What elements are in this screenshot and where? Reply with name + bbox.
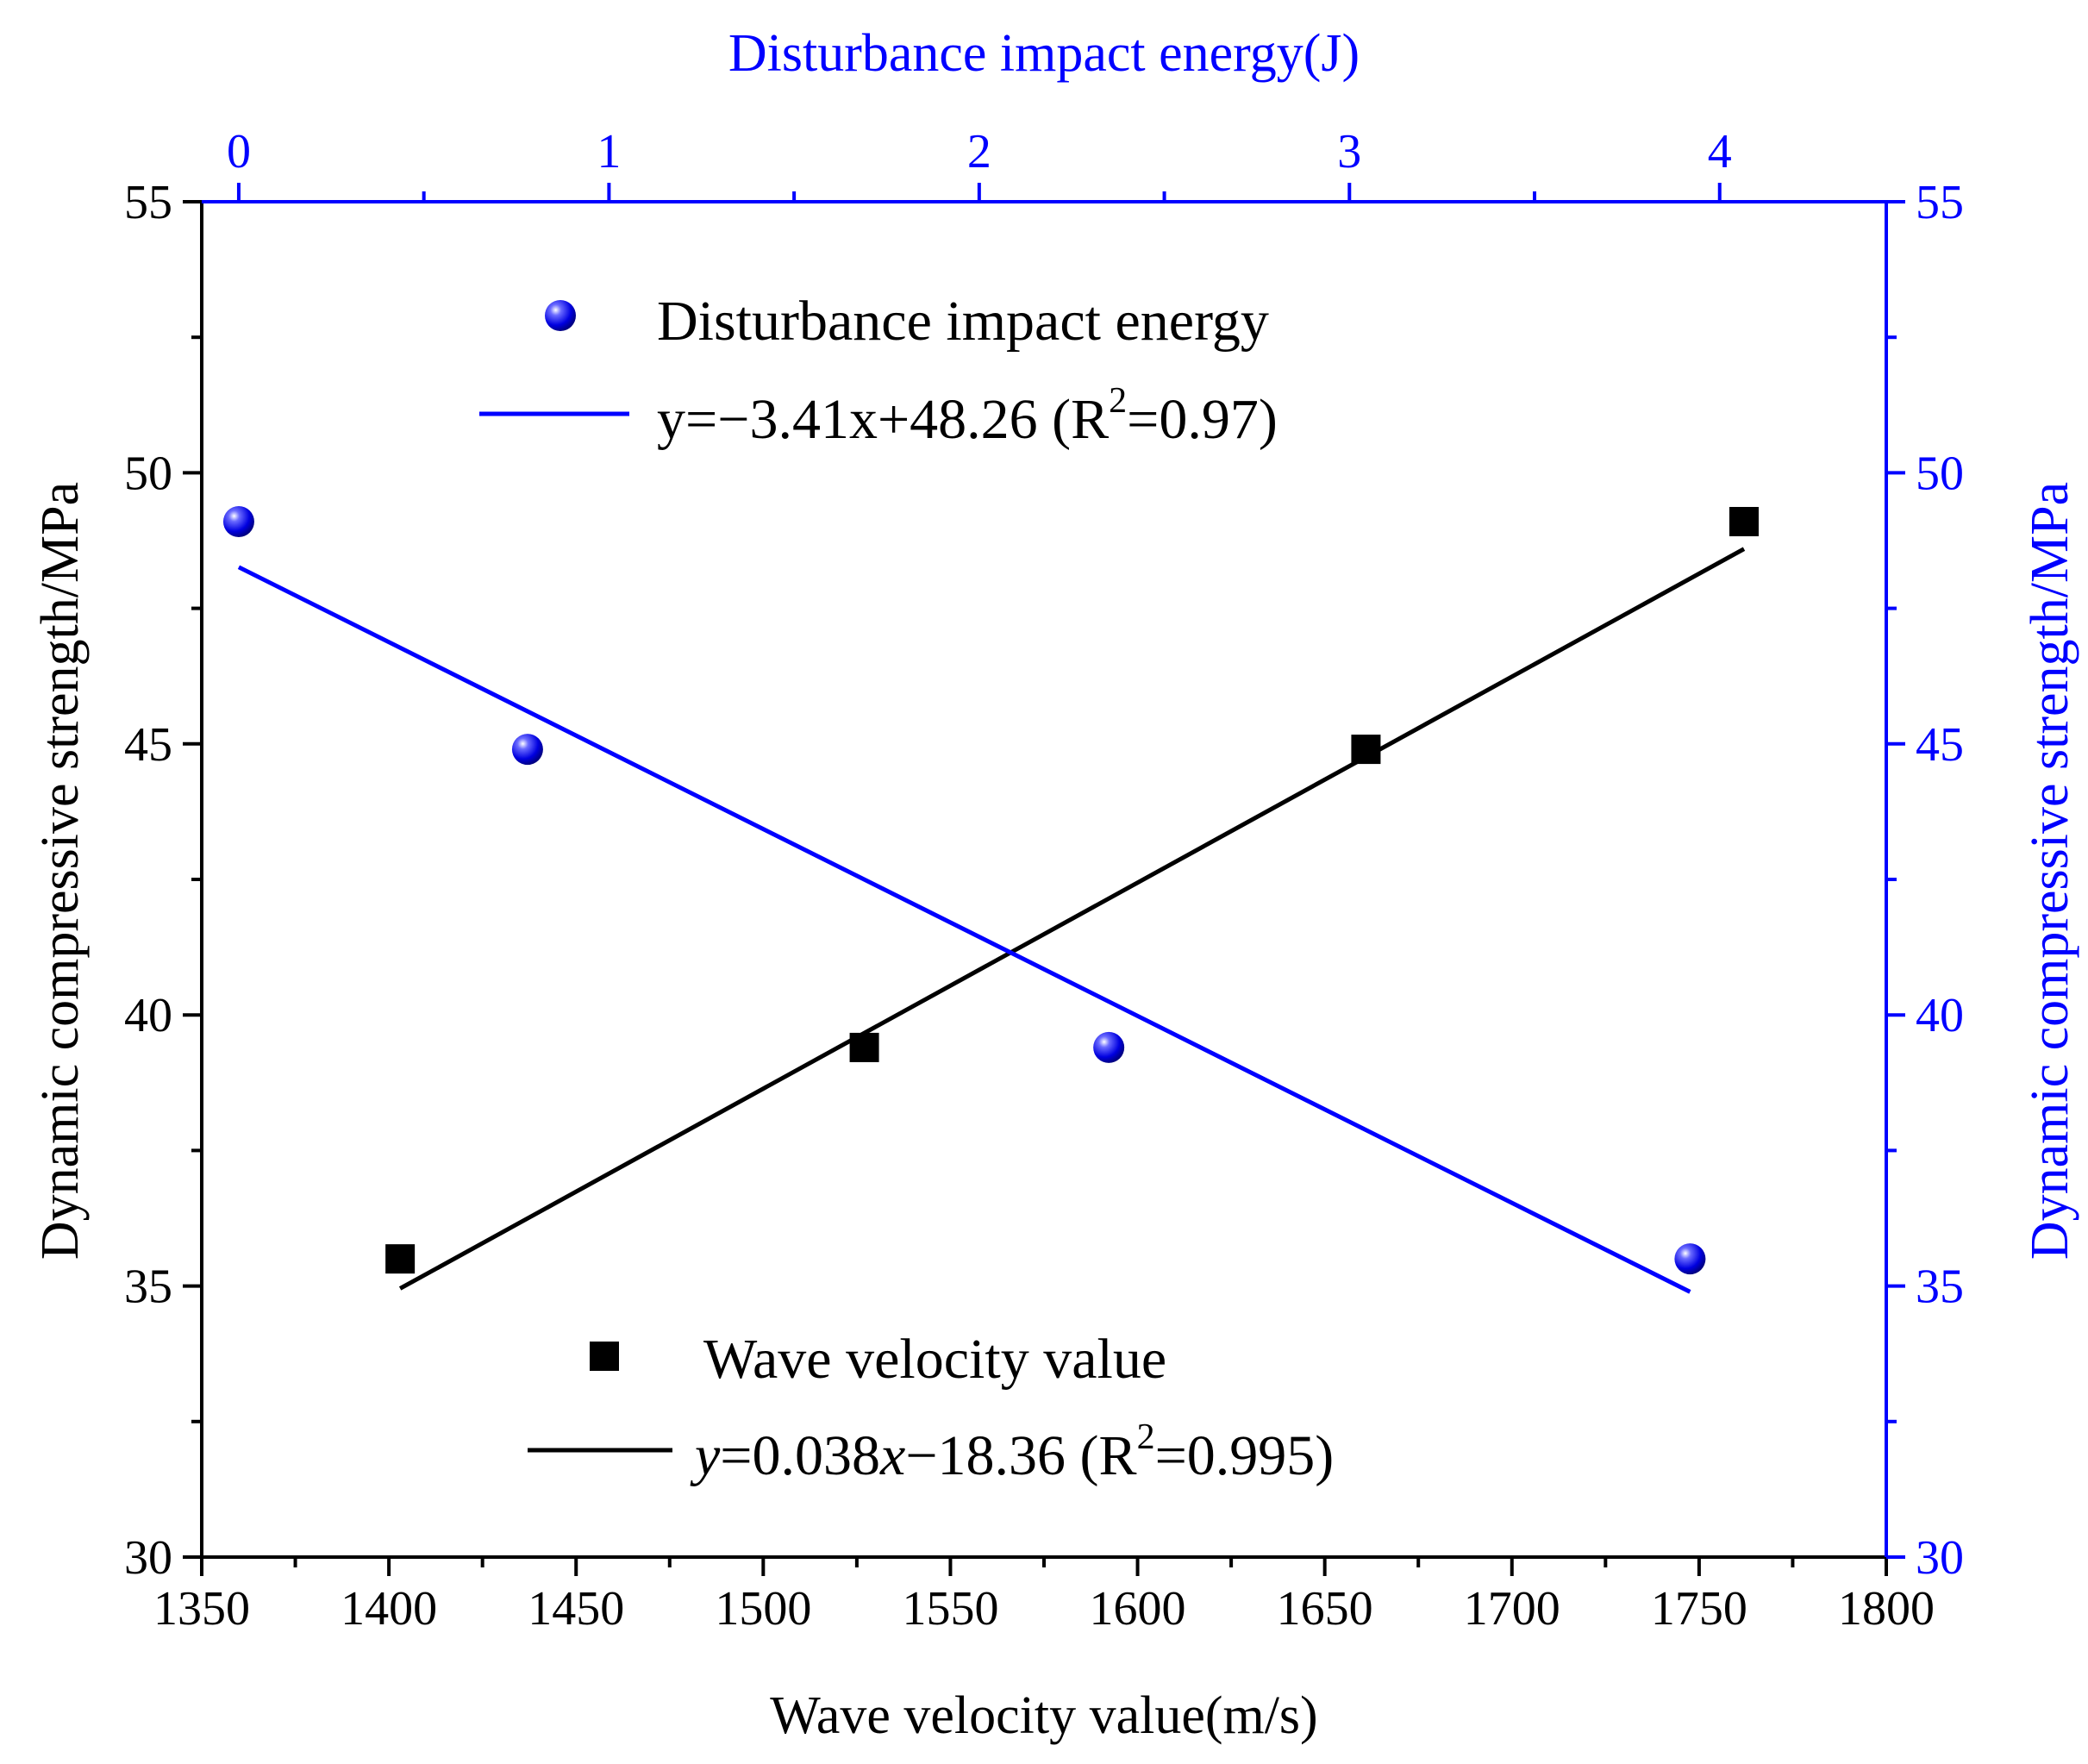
left-tick-label: 55 [124, 176, 172, 229]
right-tick-label: 50 [1916, 447, 1964, 500]
legend-velocity-marker [590, 1342, 619, 1371]
energy-point [222, 505, 254, 537]
legend-energy-fit-end: =0.97) [1127, 388, 1278, 451]
legend-velocity: Wave velocity value y=0.038x−18.36 (R2=0… [528, 1328, 1334, 1487]
x-tick-label: 1600 [1090, 1582, 1186, 1636]
legend-velocity-fit-sup: 2 [1137, 1417, 1155, 1457]
x-axis-title: Wave velocity value(m/s) [770, 1686, 1317, 1745]
left-tick-label: 35 [124, 1260, 172, 1314]
x-tick-label: 1450 [528, 1582, 624, 1636]
legend-velocity-fit-const: −18.36 (R [905, 1424, 1136, 1487]
velocity-point [1351, 735, 1381, 765]
right-tick-label: 40 [1916, 989, 1964, 1042]
energy-fit-line [237, 565, 1691, 1294]
x-tick-label: 1400 [341, 1582, 437, 1636]
energy-point [1093, 1031, 1125, 1063]
x-tick-label: 1750 [1651, 1582, 1747, 1636]
top-tick-label: 3 [1337, 125, 1361, 178]
x-tick-label: 1700 [1464, 1582, 1560, 1636]
legend-velocity-fit-label: y=0.038x−18.36 (R2=0.995) [690, 1417, 1334, 1487]
top-tick-label: 0 [227, 125, 251, 178]
left-tick-label: 45 [124, 718, 172, 772]
marker-layer [222, 505, 1759, 1275]
velocity-point [385, 1244, 416, 1274]
velocity-point [1729, 506, 1759, 536]
top-tick-label: 1 [597, 125, 621, 178]
legend-energy-fit-pre: y=−3.41x+48.26 (R [657, 388, 1109, 451]
energy-point [1674, 1243, 1706, 1275]
velocity-fit-line [398, 547, 1746, 1291]
right-tick-label: 30 [1916, 1531, 1964, 1585]
right-axis-title: Dynamic compressive strength/MPa [2021, 482, 2079, 1260]
left-tick-label: 50 [124, 447, 172, 500]
right-tick-label: 55 [1916, 176, 1964, 229]
right-tick-label: 45 [1916, 718, 1964, 772]
x-tick-label: 1550 [902, 1582, 998, 1636]
legend-velocity-label: Wave velocity value [703, 1328, 1166, 1391]
velocity-point [849, 1032, 879, 1062]
legend-velocity-fit-x: x [879, 1424, 905, 1487]
legend-energy-fit-sup: 2 [1109, 381, 1127, 421]
legend-velocity-fit-y: y [690, 1424, 721, 1487]
axes-layer: 1350 1400 1450 1500 1550 1600 1650 1700 1750 1800… [124, 125, 1964, 1636]
top-tick-label: 2 [967, 125, 991, 178]
top-axis-title: Disturbance impact energy(J) [728, 24, 1360, 83]
left-tick-label: 40 [124, 989, 172, 1042]
x-tick-label: 1650 [1277, 1582, 1373, 1636]
legend-energy-marker [545, 300, 576, 331]
top-tick-label: 4 [1708, 125, 1732, 178]
x-tick-label: 1350 [153, 1582, 250, 1636]
legend-velocity-fit-eq: =0.038 [720, 1424, 880, 1487]
legend-velocity-fit-end: =0.995) [1155, 1424, 1335, 1487]
right-tick-label: 35 [1916, 1260, 1964, 1314]
x-tick-label: 1500 [715, 1582, 811, 1636]
legend-energy-fit-label: y=−3.41x+48.26 (R2=0.97) [657, 381, 1278, 451]
energy-point [511, 734, 543, 766]
left-tick-label: 30 [124, 1531, 172, 1585]
x-tick-label: 1800 [1838, 1582, 1935, 1636]
legend-energy-label: Disturbance impact energy [657, 290, 1269, 353]
fit-layer [237, 547, 1746, 1294]
legend-energy: Disturbance impact energy y=−3.41x+48.26… [479, 290, 1278, 451]
left-axis-title: Dynamic compressive strength/MPa [31, 482, 90, 1260]
